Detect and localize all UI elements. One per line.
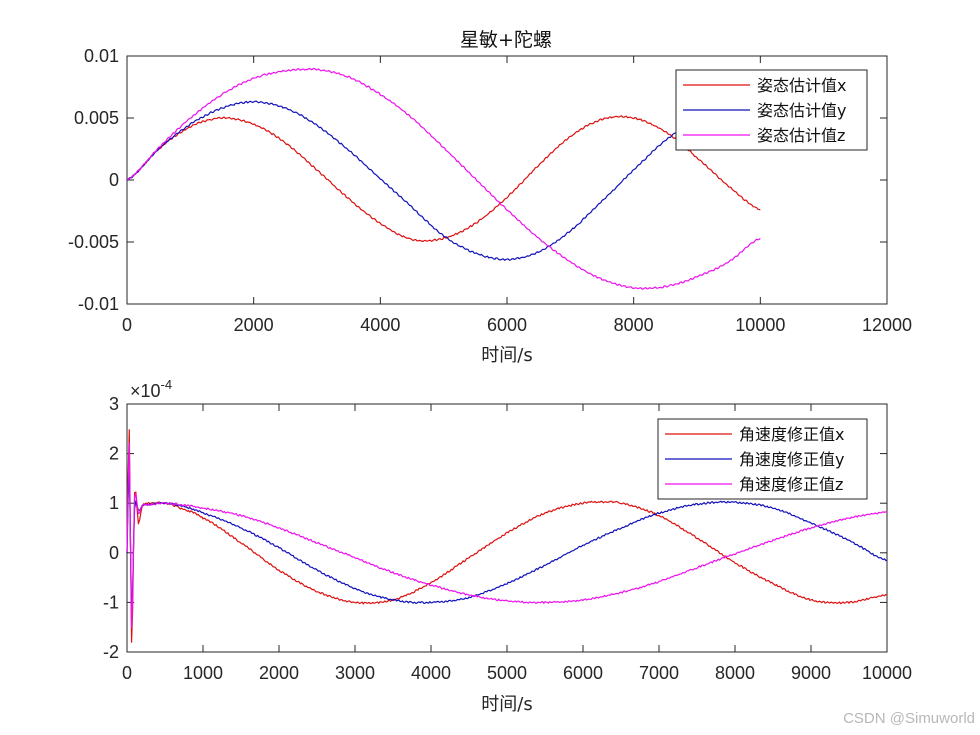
subplot-top-title: 星敏+陀螺	[460, 29, 552, 51]
series-line-z	[126, 442, 888, 628]
legend-label-z: 角速度修正值z	[739, 475, 843, 494]
x-tick-label: 1000	[183, 663, 223, 683]
x-tick-label: 4000	[411, 663, 451, 683]
x-tick-label: 10000	[735, 315, 785, 335]
series-line-x	[126, 115, 761, 243]
x-tick-label: 8000	[715, 663, 755, 683]
watermark: CSDN @Simuworld	[843, 710, 975, 727]
subplot-top-ticks: 0 2000 4000 6000 8000 10000 120000.010.0050-0.…	[68, 46, 912, 335]
legend-label-x: 姿态估计值x	[757, 76, 846, 95]
y-tick-label: 0.005	[74, 108, 119, 128]
subplot-bottom-legend: 角速度修正值x 角速度修正值y 角速度修正值z	[657, 418, 868, 500]
subplot-top-legend: 姿态估计值x 姿态估计值y 姿态估计值z	[675, 69, 868, 151]
y-tick-label: -1	[103, 592, 119, 612]
legend-label-y: 姿态估计值y	[757, 101, 846, 120]
legend-label-z: 姿态估计值z	[757, 126, 845, 145]
series-line-z	[126, 67, 761, 290]
y-tick-label: -0.01	[78, 294, 119, 314]
y-tick-label: 0.01	[84, 46, 119, 66]
x-tick-label: 10000	[862, 663, 912, 683]
series-line-y	[126, 100, 761, 261]
x-tick-label: 8000	[614, 315, 654, 335]
legend-label-x: 角速度修正值x	[739, 425, 844, 444]
exponent-label: ×10-4	[130, 377, 172, 401]
series-line-x	[126, 429, 888, 643]
subplot-bottom-xlabel: 时间/s	[481, 694, 532, 715]
y-tick-label: 0	[109, 543, 119, 563]
y-tick-label: 0	[109, 170, 119, 190]
y-tick-label: -2	[103, 642, 119, 662]
x-tick-label: 6000	[487, 315, 527, 335]
x-tick-label: 12000	[862, 315, 912, 335]
series-line-y	[126, 463, 888, 614]
subplot-bottom-ticks: 0 1000 2000 3000 4000 5000 6000 7000 8000 9000 100…	[103, 394, 912, 683]
x-tick-label: 3000	[335, 663, 375, 683]
x-tick-label: 9000	[791, 663, 831, 683]
subplot-bottom-series	[126, 429, 888, 643]
x-tick-label: 5000	[487, 663, 527, 683]
subplot-top-series	[126, 67, 761, 290]
x-tick-label: 7000	[639, 663, 679, 683]
subplot-top: 星敏+陀螺 0 2000 4000 6000 8000 10000 12000 0.01 0.0…	[68, 29, 912, 366]
x-tick-label: 0	[122, 663, 132, 683]
x-tick-label: 6000	[563, 663, 603, 683]
x-tick-label: 4000	[360, 315, 400, 335]
x-tick-label: 0	[122, 315, 132, 335]
y-tick-label: -0.005	[68, 232, 119, 252]
x-tick-label: 2000	[234, 315, 274, 335]
y-tick-label: 2	[109, 444, 119, 464]
subplot-bottom: ×10-4 0 1000 2000 3000 4000 5000 6000 7000 8000 9…	[103, 377, 912, 715]
y-tick-label: 1	[109, 493, 119, 513]
subplot-top-xlabel: 时间/s	[481, 345, 532, 366]
x-tick-label: 2000	[259, 663, 299, 683]
legend-label-y: 角速度修正值y	[739, 450, 844, 469]
y-tick-label: 3	[109, 394, 119, 414]
